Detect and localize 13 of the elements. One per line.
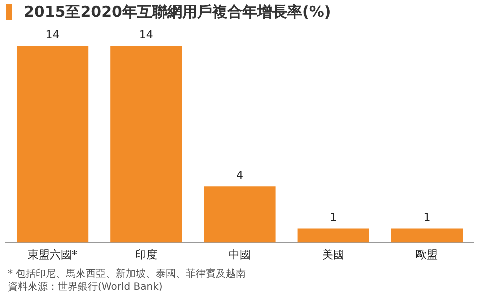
data-label: 4 bbox=[236, 168, 244, 182]
x-tick-label: 歐盟 bbox=[416, 248, 438, 262]
x-tick-label: 中國 bbox=[229, 248, 251, 262]
x-tick-label: 印度 bbox=[135, 248, 158, 262]
x-tick-label: 東盟六國* bbox=[28, 248, 78, 262]
source-note: 資料來源：世界銀行(World Bank) bbox=[8, 281, 164, 294]
data-label: 1 bbox=[424, 211, 431, 224]
data-label: 14 bbox=[139, 28, 154, 42]
data-label: 14 bbox=[46, 28, 60, 42]
x-tick-label: 美國 bbox=[322, 248, 345, 262]
chart-title: 2015至2020年互聯網用戶複合年增長率(%) bbox=[24, 2, 332, 22]
data-label: 1 bbox=[330, 211, 338, 224]
text: * 包括印尼、馬來西亞、新加坡、泰國、菲律賓及越南 bbox=[8, 268, 248, 281]
